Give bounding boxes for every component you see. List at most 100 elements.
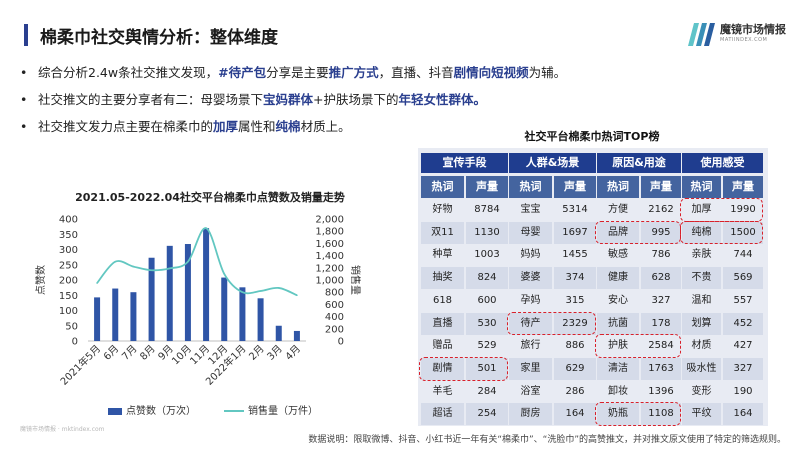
table-group-header: 使用感受 <box>682 153 763 173</box>
hot-word-cell: 品牌 <box>597 221 639 244</box>
hot-word-cell: 直播 <box>421 312 464 335</box>
volume-cell: 501 <box>466 357 508 380</box>
volume-cell: 569 <box>723 267 763 290</box>
bullet-highlight: #待产包 <box>218 65 267 80</box>
summary-bullet: • 社交推文的主要分享者有二：母婴场景下宝妈群体+护肤场景下的年轻女性群体。 <box>20 91 720 118</box>
bullet-dot: • <box>20 119 28 134</box>
volume-cell: 600 <box>477 294 497 306</box>
likes-sales-chart: 05010015020025030035040002004006008001,0… <box>34 215 362 388</box>
sales-point <box>150 269 153 272</box>
volume-cell: 452 <box>723 312 763 335</box>
left-axis-label: 点赞数 <box>34 265 47 295</box>
right-tick-label: 0 <box>338 337 344 348</box>
volume-cell: 1763 <box>641 357 681 380</box>
hot-word-cell: 母婴 <box>509 221 552 244</box>
left-tick-label: 400 <box>59 215 78 226</box>
highlight-box <box>595 402 681 426</box>
left-tick-label: 250 <box>59 260 78 271</box>
highlight-box <box>680 220 763 245</box>
volume-cell: 2329 <box>554 312 596 335</box>
hot-word-cell: 家里 <box>509 357 552 380</box>
hot-word-cell: 亲肤 <box>691 249 712 261</box>
likes-bar <box>130 292 137 341</box>
table-sub-header: 热词 <box>509 176 552 198</box>
hot-word-cell: 方便 <box>608 204 628 215</box>
volume-cell: 1108 <box>641 403 681 426</box>
bullet-highlight: 宝妈群体 <box>263 92 314 107</box>
right-tick-label: 1,800 <box>315 227 344 238</box>
volume-cell: 8784 <box>474 204 500 215</box>
hot-word-cell: 不贵 <box>682 267 721 290</box>
volume-cell: 529 <box>477 340 497 352</box>
volume-cell: 178 <box>641 312 681 335</box>
likes-bar <box>94 297 101 341</box>
right-tick-label: 1,000 <box>315 276 344 287</box>
highlight-box <box>595 220 681 245</box>
volume-cell: 1455 <box>562 249 588 261</box>
likes-bar <box>166 245 173 341</box>
right-tick-label: 1,600 <box>315 239 344 250</box>
table-group-header: 宣传手段 <box>421 153 508 173</box>
volume-cell: 995 <box>641 221 681 244</box>
volume-cell: 284 <box>477 385 497 397</box>
hot-word-cell: 奶瓶 <box>597 403 639 426</box>
watermark: 魔镜市场情报 · mktindex.com <box>20 426 105 433</box>
hot-word-cell: 材质 <box>691 340 712 352</box>
bullet-text: 社交推文发力点主要在棉柔巾的 <box>38 119 214 134</box>
x-tick-label: 10月 <box>169 343 194 368</box>
table-sub-header: 声量 <box>554 176 596 198</box>
left-tick-label: 100 <box>59 306 78 317</box>
logo-subtitle: MATIINDEX.COM <box>720 37 768 43</box>
hot-word-cell: 双11 <box>421 221 464 244</box>
volume-cell: 374 <box>554 267 596 290</box>
hot-word-cell: 厨房 <box>509 403 552 426</box>
hot-word-cell: 安心 <box>608 294 628 306</box>
bullet-text: +护肤场景下的 <box>313 92 399 107</box>
left-tick-label: 50 <box>65 321 78 332</box>
left-tick-label: 0 <box>72 337 78 348</box>
hot-word-cell: 羊毛 <box>432 385 453 397</box>
hot-word-cell: 护肤 <box>608 340 628 352</box>
volume-cell: 1500 <box>723 221 763 244</box>
bullet-text: ，直播、抖音 <box>378 65 454 80</box>
volume-cell: 628 <box>641 267 681 290</box>
bullet-text: 综合分析2.4w条社交推文发现， <box>38 65 219 80</box>
table-sub-header: 声量 <box>723 176 763 198</box>
hot-word-cell: 温和 <box>691 294 712 306</box>
bullet-highlight: 剧情向短视频 <box>453 65 529 80</box>
right-tick-label: 1,200 <box>315 263 344 274</box>
table-sub-header: 热词 <box>682 176 721 198</box>
chart-legend: 点赞数（万次） 销售量（万件） <box>108 402 318 417</box>
bullet-text: 社交推文的主要分享者有二：母婴场景下 <box>38 92 264 107</box>
hot-word-cell: 妈妈 <box>520 249 541 261</box>
x-tick-label: 6月 <box>101 343 121 363</box>
legend-bar-swatch <box>108 407 122 415</box>
x-tick-label: 11月 <box>188 343 213 368</box>
volume-cell: 824 <box>466 267 508 290</box>
hot-word-cell: 加厚 <box>691 204 712 215</box>
highlight-box <box>507 311 596 336</box>
volume-cell: 629 <box>554 357 596 380</box>
table-sub-header: 热词 <box>421 176 464 198</box>
sales-point <box>241 291 244 293</box>
left-tick-label: 150 <box>59 291 78 302</box>
sales-point <box>205 227 207 229</box>
likes-bar <box>239 287 246 341</box>
legend-line-label: 销售量（万件） <box>248 406 318 417</box>
hot-word-cell: 剧情 <box>421 357 464 380</box>
volume-cell: 1990 <box>730 204 756 215</box>
volume-cell: 1130 <box>466 221 508 244</box>
sales-point <box>187 260 189 263</box>
hot-word-cell: 纯棉 <box>682 221 721 244</box>
sales-line <box>96 227 298 297</box>
x-tick-label: 3月 <box>265 343 285 363</box>
page-title: 棉柔巾社交舆情分析：整体维度 <box>40 28 278 48</box>
volume-cell: 1003 <box>474 249 500 261</box>
x-tick-label: 7月 <box>119 343 139 363</box>
summary-bullet: • 社交推文发力点主要在棉柔巾的加厚属性和纯棉材质上。 <box>20 118 720 145</box>
hot-word-cell: 旅行 <box>520 340 541 352</box>
likes-bar <box>293 330 300 341</box>
x-tick-label: 2月 <box>247 343 267 363</box>
volume-cell: 286 <box>565 385 585 397</box>
hot-word-cell: 孕妈 <box>520 294 541 306</box>
